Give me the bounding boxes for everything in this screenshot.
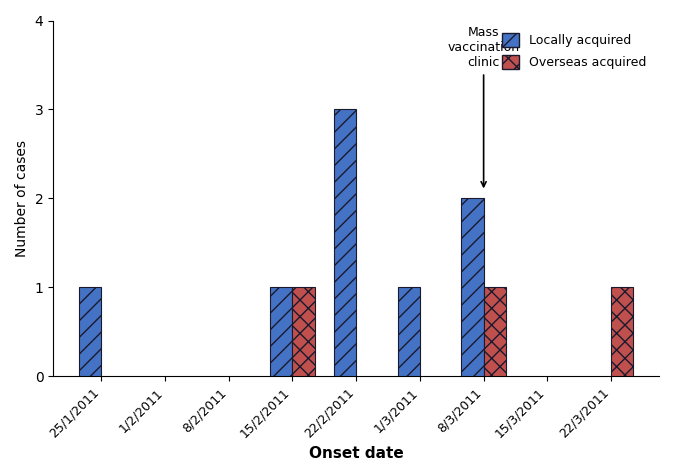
- Bar: [270, 288, 293, 377]
- Bar: [461, 198, 484, 377]
- Bar: [79, 288, 101, 377]
- Bar: [398, 288, 420, 377]
- X-axis label: Onset date: Onset date: [309, 446, 404, 461]
- Legend: Locally acquired, Overseas acquired: Locally acquired, Overseas acquired: [495, 27, 652, 76]
- Bar: [484, 288, 506, 377]
- Text: Mass
vaccination
clinic: Mass vaccination clinic: [448, 27, 520, 187]
- Bar: [293, 288, 315, 377]
- Bar: [334, 109, 356, 377]
- Bar: [611, 288, 634, 377]
- Y-axis label: Number of cases: Number of cases: [15, 140, 29, 257]
